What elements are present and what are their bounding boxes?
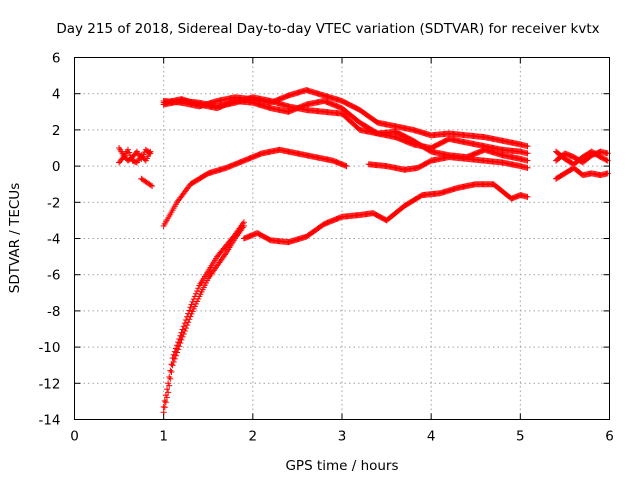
data-point-marker — [161, 397, 168, 404]
y-tick-label: -4 — [47, 232, 60, 248]
x-tick-label: 5 — [516, 429, 525, 445]
series-track-i — [160, 222, 247, 416]
data-point-marker — [172, 345, 179, 352]
data-point-marker — [175, 339, 182, 346]
x-axis-label: GPS time / hours — [285, 458, 398, 474]
data-point-marker — [147, 148, 154, 155]
data-point-marker — [187, 304, 194, 311]
data-point-marker — [185, 310, 192, 317]
data-point-marker — [179, 326, 186, 333]
data-point-marker — [240, 219, 247, 226]
data-point-marker — [167, 367, 174, 374]
series-track-b — [116, 146, 154, 166]
x-tick-label: 6 — [605, 429, 614, 445]
series-track-f — [160, 94, 531, 164]
y-tick-label: -12 — [38, 376, 60, 392]
data-point-marker — [524, 193, 531, 200]
data-point-marker — [174, 342, 181, 349]
series-track-m — [553, 164, 611, 182]
data-point-marker — [169, 362, 176, 369]
y-tick-label: 4 — [52, 87, 61, 103]
data-point-marker — [168, 361, 175, 368]
data-point-marker — [190, 296, 197, 303]
data-point-marker — [524, 143, 531, 150]
chart-title: Day 215 of 2018, Sidereal Day-to-day VTE… — [56, 21, 599, 37]
data-point-marker — [119, 155, 126, 162]
y-tick-label: 6 — [52, 51, 61, 67]
data-point-marker — [177, 332, 184, 339]
data-point-marker — [169, 354, 176, 361]
series-track-c — [138, 175, 156, 190]
y-tick-label: -8 — [47, 304, 60, 320]
data-point-marker — [170, 351, 177, 358]
data-point-marker — [603, 157, 610, 164]
y-tick-label: -14 — [38, 413, 60, 429]
x-tick-label: 2 — [249, 429, 258, 445]
data-point-marker — [149, 183, 156, 190]
data-point-marker — [182, 316, 189, 323]
data-point-marker — [127, 152, 134, 159]
x-tick-label: 1 — [159, 429, 168, 445]
data-point-marker — [181, 320, 188, 327]
data-point-marker — [180, 323, 187, 330]
data-point-marker — [160, 403, 167, 410]
data-point-marker — [195, 285, 202, 292]
data-points — [116, 87, 611, 416]
y-tick-label: -2 — [47, 195, 60, 211]
data-point-marker — [192, 290, 199, 297]
data-point-marker — [189, 298, 196, 305]
data-point-marker — [162, 399, 169, 406]
y-tick-label: -10 — [38, 340, 60, 356]
series-track-j — [160, 219, 247, 410]
data-point-marker — [168, 368, 175, 375]
data-point-marker — [147, 182, 154, 189]
x-tick-label: 4 — [427, 429, 436, 445]
series-track-g — [160, 146, 350, 229]
data-point-marker — [126, 149, 133, 156]
data-point-marker — [164, 386, 171, 393]
data-point-marker — [162, 392, 169, 399]
x-tick-label: 0 — [70, 429, 79, 445]
data-point-marker — [186, 307, 193, 314]
data-point-marker — [128, 154, 135, 161]
data-point-marker — [188, 301, 195, 308]
data-point-marker — [194, 287, 201, 294]
data-point-marker — [184, 313, 191, 320]
y-tick-label: 0 — [52, 159, 61, 175]
data-point-marker — [166, 373, 173, 380]
data-point-marker — [191, 293, 198, 300]
series-track-h — [365, 154, 531, 173]
x-tick-label: 3 — [338, 429, 347, 445]
data-point-marker — [524, 164, 531, 171]
y-axis-label: SDTVAR / TECUs — [7, 183, 23, 293]
data-point-marker — [524, 157, 531, 164]
y-tick-label: -6 — [47, 268, 60, 284]
data-point-marker — [125, 146, 131, 153]
series-track-k — [240, 181, 531, 246]
series-track-n — [553, 148, 611, 166]
data-point-marker — [343, 163, 350, 170]
data-point-marker — [171, 348, 178, 355]
data-point-marker — [178, 329, 185, 336]
y-tick-label: 2 — [52, 123, 61, 139]
data-point-marker — [165, 380, 172, 387]
data-point-marker — [524, 150, 531, 157]
axis-ticks: 0 1 2 3 4 5 6 -14 -12 -10 -8 -6 -4 -2 0 2 4 6 — [38, 51, 613, 445]
data-point-marker — [176, 335, 183, 342]
